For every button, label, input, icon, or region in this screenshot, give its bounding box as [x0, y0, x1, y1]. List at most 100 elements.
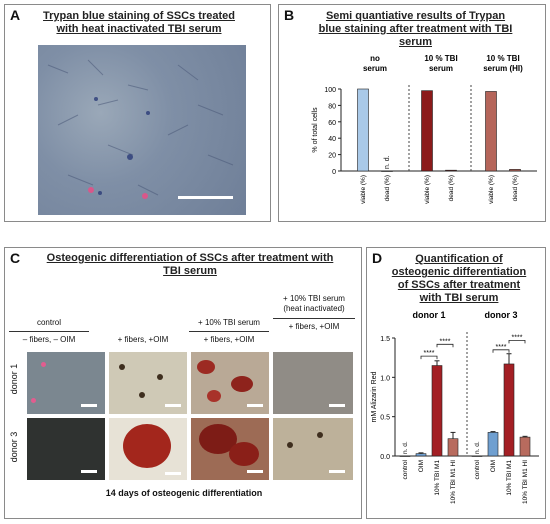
col-header-fibers: + fibers, +OIM — [107, 318, 179, 344]
panel-a-title-line1: Trypan blue staining of SSCs treated — [43, 10, 235, 22]
red-deposit — [231, 376, 253, 392]
x-tick-label: 10% TBI M1 — [506, 460, 513, 496]
col-header-control: control – fibers, – OIM — [9, 318, 89, 344]
panel-b-title-line3: serum — [398, 36, 433, 48]
nd-label: n. d. — [402, 441, 409, 454]
nd-label: n. d. — [474, 441, 481, 454]
bar — [519, 436, 531, 457]
x-tick-label: 10% TBI M1 — [434, 460, 441, 496]
bar — [447, 438, 459, 457]
sig-bracket — [420, 355, 438, 360]
sig-label: **** — [440, 338, 451, 345]
x-tick-label: dead (%) — [448, 175, 455, 201]
col-sub-label: + fibers, +OIM — [117, 335, 169, 344]
bar — [421, 90, 433, 172]
scale-bar — [329, 404, 345, 407]
micrograph-d3-fibers — [109, 418, 187, 480]
col-header-tbi-hi: + 10% TBI serum (heat inactivated) + fib… — [273, 294, 355, 331]
donor-label: donor 1 — [413, 310, 446, 320]
trypan-blue-micrograph — [38, 45, 246, 215]
panel-d: D Quantification of osteogenic different… — [366, 247, 546, 519]
pink-marker — [31, 398, 36, 403]
nodule — [317, 432, 323, 438]
bar — [487, 432, 499, 457]
scale-bar — [247, 470, 263, 473]
panel-d-label: D — [372, 250, 383, 266]
x-tick-label: viable (%) — [360, 175, 367, 204]
sig-bracket — [492, 349, 510, 353]
y-tick-label: 100 — [324, 87, 336, 94]
micrograph-d1-control — [27, 352, 105, 414]
panel-b-title-line1: Semi quantiative results of Trypan — [325, 10, 506, 22]
micrograph-d3-tbi-hi — [273, 418, 353, 480]
panel-c-title-line2: TBI serum — [163, 265, 217, 277]
panel-c-label: C — [10, 250, 21, 266]
sig-label: **** — [496, 344, 507, 351]
micrograph-d1-tbi — [191, 352, 269, 414]
x-tick-label: viable (%) — [488, 175, 495, 204]
red-deposit — [207, 390, 221, 402]
sig-bracket — [508, 339, 526, 344]
y-tick-label: 20 — [328, 153, 336, 160]
panel-a-title: Trypan blue staining of SSCs treated wit… — [19, 10, 259, 36]
col-top-label: + 10% TBI serum (heat inactivated) — [283, 294, 345, 313]
pink-marker — [41, 362, 46, 367]
micrograph-d1-fibers — [109, 352, 187, 414]
chart-d-svg: donor 1 donor 3 0.0 0.5 1.0 1.5 mM Alizarin Re… — [371, 310, 539, 504]
nodule — [157, 374, 163, 380]
y-tick-label: 80 — [328, 103, 336, 110]
y-axis-label: % of total cells — [312, 107, 319, 153]
panel-d-title-line2: osteogenic differentiation — [391, 266, 527, 278]
panel-a-title-line2: with heat inactivated TBI serum — [56, 23, 222, 35]
nd-label: n. d. — [384, 155, 391, 169]
scale-bar — [81, 470, 97, 473]
group-label: 10 % TBI — [424, 54, 457, 63]
x-tick-label: 10% TBI M1 HI — [450, 460, 457, 504]
panel-d-title-line3: of SSCs after treatment — [397, 279, 521, 291]
bar — [431, 365, 443, 457]
red-deposit — [229, 442, 259, 466]
scale-bar — [165, 404, 181, 407]
bar — [415, 453, 427, 457]
group-label: serum — [363, 64, 387, 73]
y-tick-label: 0.5 — [380, 415, 390, 422]
panel-b: B Semi quantiative results of Trypan blu… — [278, 4, 546, 222]
col-top-label: control — [36, 318, 61, 327]
col-header-tbi: + 10% TBI serum + fibers, +OIM — [189, 318, 269, 344]
col-sub-label: + fibers, +OIM — [288, 322, 340, 331]
col-sub-label: + fibers, +OIM — [203, 335, 255, 344]
micrograph-d1-tbi-hi — [273, 352, 353, 414]
panel-b-label: B — [284, 7, 295, 23]
scale-bar — [165, 472, 181, 475]
panel-d-title: Quantification of osteogenic differentia… — [379, 253, 539, 305]
red-deposit — [123, 424, 171, 468]
nodule — [287, 442, 293, 448]
bar — [471, 455, 483, 457]
group-label: serum — [429, 64, 453, 73]
x-tick-label: control — [474, 459, 481, 479]
cell-texture — [47, 59, 234, 196]
sig-label: **** — [424, 350, 435, 357]
bar — [445, 169, 457, 172]
x-tick-label: control — [402, 459, 409, 479]
x-tick-label: OIM — [418, 460, 425, 472]
bar — [357, 88, 369, 172]
nodule — [119, 364, 125, 370]
x-tick-label: dead (%) — [384, 175, 391, 201]
panel-d-title-line4: with TBI serum — [419, 292, 499, 304]
bar — [485, 91, 497, 172]
y-axis-label: mM Alizarin Red — [371, 371, 378, 422]
panel-a: A Trypan blue staining of SSCs treated w… — [4, 4, 271, 222]
group-label: no — [370, 54, 380, 63]
y-tick-label: 60 — [328, 120, 336, 127]
bar — [503, 363, 515, 457]
sig-label: **** — [512, 334, 523, 341]
bar — [509, 169, 521, 172]
micrograph-d3-control — [27, 418, 105, 480]
y-tick-label: 0.0 — [380, 454, 390, 461]
col-top-label: + 10% TBI serum — [198, 318, 260, 327]
panel-b-title-line2: blue staining after treatment with TBI — [318, 23, 513, 35]
group-label: serum (HI) — [483, 64, 523, 73]
pink-dead-cell — [88, 187, 94, 193]
bar — [381, 170, 393, 172]
